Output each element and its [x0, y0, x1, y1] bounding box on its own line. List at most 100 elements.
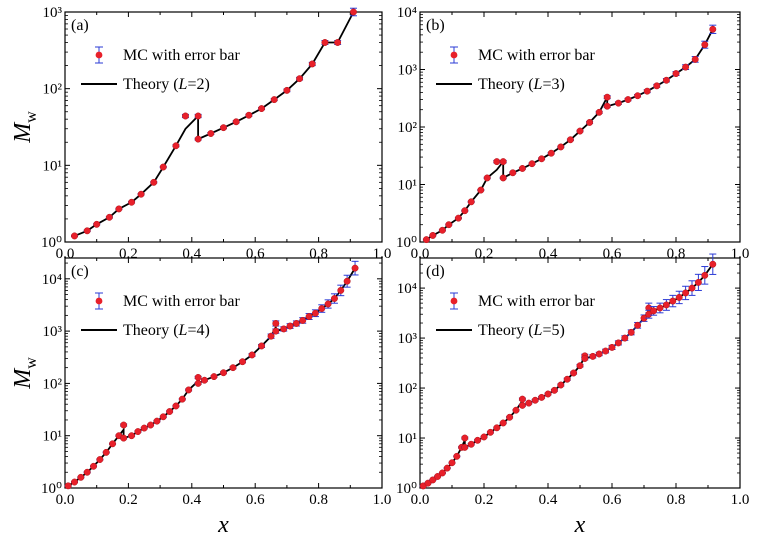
mc-point: [701, 40, 709, 49]
mc-marker: [337, 286, 345, 294]
mc-point: [147, 421, 155, 429]
legend-theory-suffix: =3): [542, 76, 564, 93]
x-tick-label: 0.6: [603, 492, 622, 508]
mc-marker: [669, 297, 677, 305]
mc-point: [232, 118, 240, 126]
mc-point: [682, 285, 690, 301]
mc-marker: [499, 174, 507, 182]
mc-point: [422, 236, 430, 244]
y-tick-label: 10¹: [398, 178, 418, 194]
mc-marker: [656, 304, 664, 312]
legend-theory-suffix: =2): [187, 76, 209, 93]
mc-point: [538, 393, 546, 401]
mc-point: [220, 124, 227, 132]
mc-marker: [172, 402, 180, 410]
mc-point: [343, 274, 351, 288]
legend-theory-var: L: [533, 322, 543, 339]
mc-point: [280, 325, 288, 333]
mc-marker: [159, 163, 167, 171]
mc-point: [627, 328, 635, 336]
mc-point: [321, 39, 329, 46]
mc-marker: [454, 214, 462, 222]
y-axis-title-main: M: [10, 121, 36, 144]
mc-point: [349, 7, 357, 17]
mc-point: [134, 428, 142, 436]
mc-marker: [429, 476, 437, 484]
mc-point: [120, 434, 128, 442]
mc-point: [589, 352, 597, 360]
mc-point: [337, 284, 345, 297]
mc-marker: [538, 155, 546, 163]
mc-marker: [445, 221, 453, 229]
mc-marker: [691, 55, 699, 63]
mc-marker: [71, 478, 78, 486]
mc-marker: [272, 320, 280, 327]
theory-line: [74, 11, 355, 237]
mc-marker: [166, 408, 174, 415]
mc-marker: [424, 479, 432, 487]
mc-point: [93, 220, 101, 228]
mc-marker: [538, 393, 546, 401]
mc-point: [453, 452, 461, 460]
mc-marker: [480, 433, 488, 441]
mc-marker: [531, 396, 539, 404]
mc-point: [200, 376, 208, 384]
mc-point: [267, 332, 275, 340]
mc-marker: [308, 60, 316, 68]
mc-point: [220, 369, 227, 377]
mc-marker: [576, 127, 584, 135]
mc-marker: [159, 413, 167, 421]
mc-point: [662, 299, 670, 311]
mc-marker: [311, 309, 319, 317]
y-axis-title-sub: w: [23, 357, 40, 369]
mc-point: [547, 149, 555, 157]
mc-marker: [608, 343, 616, 351]
legend-mc-label: MC with error bar: [123, 293, 241, 310]
mc-marker: [614, 339, 622, 347]
mc-marker: [461, 207, 469, 215]
mc-point: [461, 443, 469, 451]
x-tick-label: 0.2: [119, 492, 138, 508]
mc-marker: [258, 105, 265, 113]
mc-point: [467, 198, 475, 206]
mc-point: [603, 102, 611, 110]
mc-point: [115, 205, 123, 213]
x-tick-label: 0.0: [56, 492, 75, 508]
mc-point: [643, 87, 651, 95]
mc-marker: [150, 178, 158, 186]
mc-marker: [634, 321, 642, 329]
y-tick-label: 10²: [43, 82, 63, 98]
mc-point: [518, 395, 526, 403]
mc-marker: [258, 342, 265, 350]
panel-label: (d): [426, 263, 445, 280]
legend: MC with error bar Theory (L=4): [81, 292, 241, 339]
mc-marker: [448, 459, 456, 467]
legend-marker: [95, 51, 103, 59]
mc-marker: [701, 41, 709, 49]
mc-point: [557, 381, 565, 389]
mc-marker: [570, 369, 578, 377]
mc-point: [194, 112, 202, 120]
mc-marker: [701, 271, 709, 279]
mc-point: [172, 142, 180, 150]
mc-point: [506, 413, 514, 421]
mc-point: [96, 456, 104, 463]
mc-point: [550, 386, 558, 394]
y-axis-title-sub: w: [23, 111, 40, 123]
mc-point: [544, 390, 552, 398]
mc-point: [448, 459, 456, 467]
mc-point: [258, 105, 266, 113]
mc-marker: [324, 300, 332, 308]
mc-marker: [201, 376, 208, 384]
mc-marker: [105, 213, 113, 221]
mc-point: [531, 396, 539, 404]
mc-point: [299, 316, 307, 324]
mc-point: [576, 362, 584, 370]
x-tick-label: 1.0: [731, 492, 750, 508]
mc-marker: [343, 277, 351, 285]
mc-point: [308, 60, 316, 68]
mc-marker: [682, 63, 690, 71]
mc-point: [509, 169, 517, 177]
mc-point: [675, 290, 683, 305]
